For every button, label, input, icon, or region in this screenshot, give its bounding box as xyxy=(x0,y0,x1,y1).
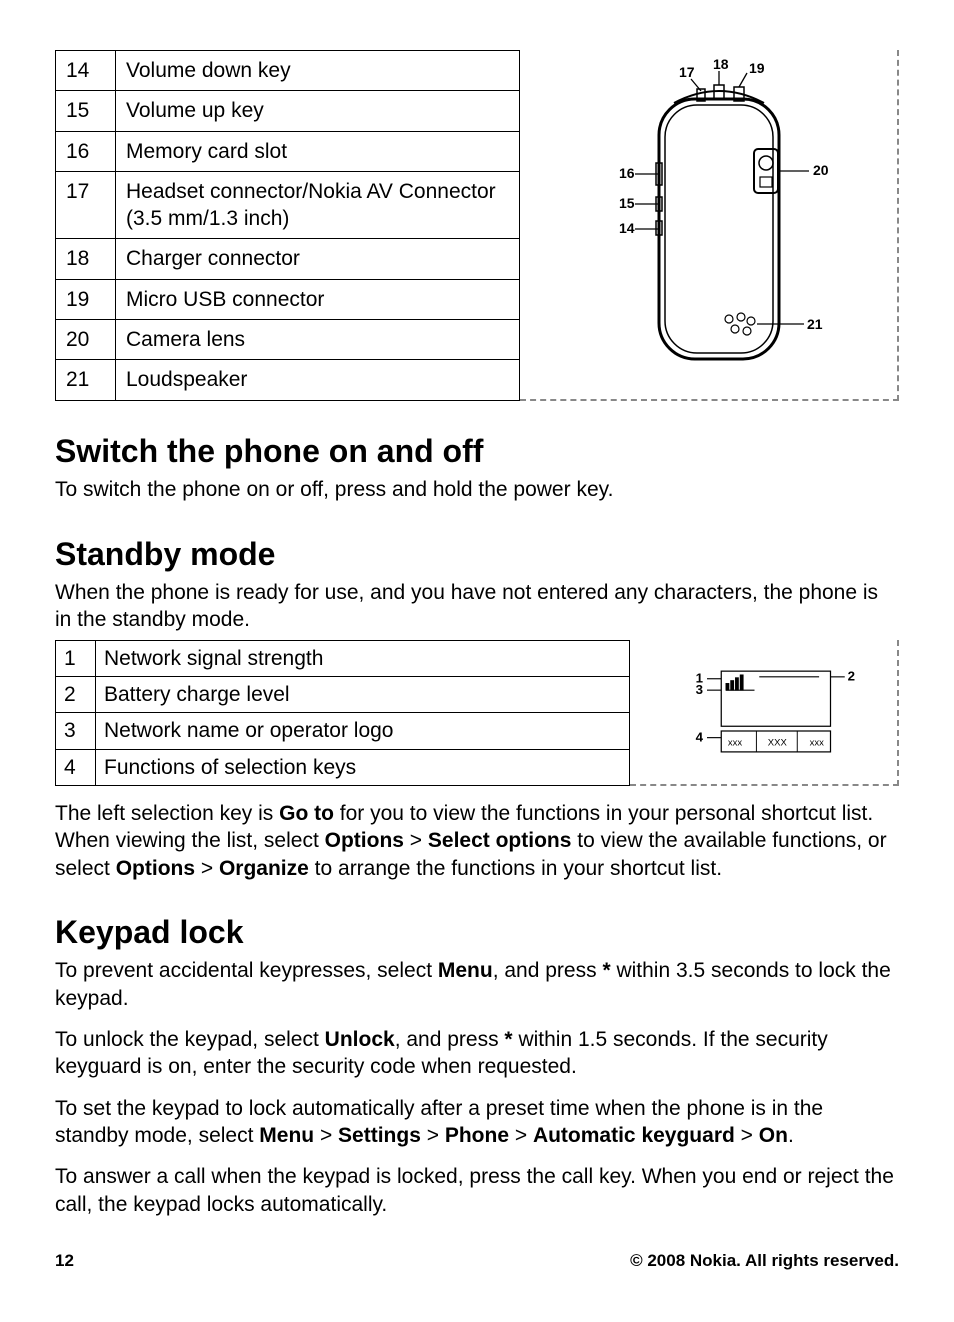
t: > xyxy=(404,829,428,852)
table-row: 19Micro USB connector xyxy=(56,279,520,319)
part-number: 17 xyxy=(56,171,116,239)
bold-unlock: Unlock xyxy=(325,1028,395,1051)
part-label: Micro USB connector xyxy=(116,279,520,319)
text-switch: To switch the phone on or off, press and… xyxy=(55,476,899,503)
svg-text:xxx: xxx xyxy=(809,737,824,748)
bold-options2: Options xyxy=(116,857,195,880)
standby-screen-diagram: xxxXXXxxx 1 3 4 2 xyxy=(630,640,899,786)
item-label: Network signal strength xyxy=(96,640,630,676)
text-standby-intro: When the phone is ready for use, and you… xyxy=(55,579,899,634)
part-number: 16 xyxy=(56,131,116,171)
heading-standby: Standby mode xyxy=(55,534,899,576)
bold-select-options: Select options xyxy=(428,829,572,852)
item-label: Functions of selection keys xyxy=(96,749,630,785)
table-row: 4Functions of selection keys xyxy=(56,749,630,785)
bold-on: On xyxy=(759,1124,788,1147)
bold-settings: Settings xyxy=(338,1124,421,1147)
part-number: 19 xyxy=(56,279,116,319)
svg-text:4: 4 xyxy=(695,729,703,744)
t: > xyxy=(314,1124,338,1147)
table-row: 21Loudspeaker xyxy=(56,360,520,400)
text-keypad-p3: To set the keypad to lock automatically … xyxy=(55,1095,899,1150)
page-number: 12 xyxy=(55,1250,74,1272)
bold-star: * xyxy=(602,959,610,982)
standby-table: 1Network signal strength2Battery charge … xyxy=(55,640,630,786)
table-row: 2Battery charge level xyxy=(56,677,630,713)
part-number: 18 xyxy=(56,239,116,279)
item-number: 4 xyxy=(56,749,96,785)
t: > xyxy=(421,1124,445,1147)
bold-organize: Organize xyxy=(219,857,309,880)
part-label: Charger connector xyxy=(116,239,520,279)
table-row: 3Network name or operator logo xyxy=(56,713,630,749)
page-footer: 12 © 2008 Nokia. All rights reserved. xyxy=(55,1250,899,1272)
svg-text:18: 18 xyxy=(713,59,729,72)
table-row: 20Camera lens xyxy=(56,320,520,360)
table-row: 18Charger connector xyxy=(56,239,520,279)
bold-menu: Menu xyxy=(438,959,493,982)
svg-text:21: 21 xyxy=(807,316,823,332)
parts-table: 14Volume down key15Volume up key16Memory… xyxy=(55,50,520,401)
table-row: 16Memory card slot xyxy=(56,131,520,171)
t: To prevent accidental keypresses, select xyxy=(55,959,438,982)
svg-text:20: 20 xyxy=(813,162,829,178)
t: , and press xyxy=(493,959,603,982)
part-label: Memory card slot xyxy=(116,131,520,171)
t: . xyxy=(788,1124,794,1147)
part-number: 21 xyxy=(56,360,116,400)
svg-text:3: 3 xyxy=(695,682,702,697)
copyright: © 2008 Nokia. All rights reserved. xyxy=(630,1250,899,1272)
t: The left selection key is xyxy=(55,802,279,825)
table-row: 1Network signal strength xyxy=(56,640,630,676)
bold-menu2: Menu xyxy=(259,1124,314,1147)
heading-keypad: Keypad lock xyxy=(55,912,899,954)
text-keypad-p2: To unlock the keypad, select Unlock, and… xyxy=(55,1026,899,1081)
item-label: Network name or operator logo xyxy=(96,713,630,749)
part-label: Headset connector/Nokia AV Connector (3.… xyxy=(116,171,520,239)
parts-section: 14Volume down key15Volume up key16Memory… xyxy=(55,50,899,401)
part-label: Volume down key xyxy=(116,51,520,91)
phone-back-diagram: 16 15 14 17 18 19 20 21 xyxy=(520,50,899,401)
bold-phone: Phone xyxy=(445,1124,509,1147)
bold-goto: Go to xyxy=(279,802,334,825)
table-row: 15Volume up key xyxy=(56,91,520,131)
standby-section: 1Network signal strength2Battery charge … xyxy=(55,640,899,786)
svg-text:15: 15 xyxy=(619,195,635,211)
t: > xyxy=(509,1124,533,1147)
item-label: Battery charge level xyxy=(96,677,630,713)
part-number: 14 xyxy=(56,51,116,91)
bold-options: Options xyxy=(325,829,404,852)
item-number: 3 xyxy=(56,713,96,749)
part-number: 15 xyxy=(56,91,116,131)
svg-text:xxx: xxx xyxy=(727,737,742,748)
svg-text:2: 2 xyxy=(847,668,854,683)
bold-autokey: Automatic keyguard xyxy=(533,1124,735,1147)
svg-text:16: 16 xyxy=(619,165,635,181)
svg-text:19: 19 xyxy=(749,60,765,76)
table-row: 17Headset connector/Nokia AV Connector (… xyxy=(56,171,520,239)
item-number: 1 xyxy=(56,640,96,676)
text-standby-after: The left selection key is Go to for you … xyxy=(55,800,899,882)
bold-star2: * xyxy=(504,1028,512,1051)
svg-text:14: 14 xyxy=(619,220,635,236)
part-label: Loudspeaker xyxy=(116,360,520,400)
t: > xyxy=(735,1124,759,1147)
t: > xyxy=(195,857,219,880)
svg-text:XXX: XXX xyxy=(767,737,787,748)
part-number: 20 xyxy=(56,320,116,360)
t: To unlock the keypad, select xyxy=(55,1028,325,1051)
heading-switch: Switch the phone on and off xyxy=(55,431,899,473)
item-number: 2 xyxy=(56,677,96,713)
part-label: Camera lens xyxy=(116,320,520,360)
svg-text:17: 17 xyxy=(679,64,695,80)
t: to arrange the functions in your shortcu… xyxy=(309,857,722,880)
t: , and press xyxy=(395,1028,505,1051)
text-keypad-p4: To answer a call when the keypad is lock… xyxy=(55,1163,899,1218)
text-keypad-p1: To prevent accidental keypresses, select… xyxy=(55,957,899,1012)
part-label: Volume up key xyxy=(116,91,520,131)
table-row: 14Volume down key xyxy=(56,51,520,91)
